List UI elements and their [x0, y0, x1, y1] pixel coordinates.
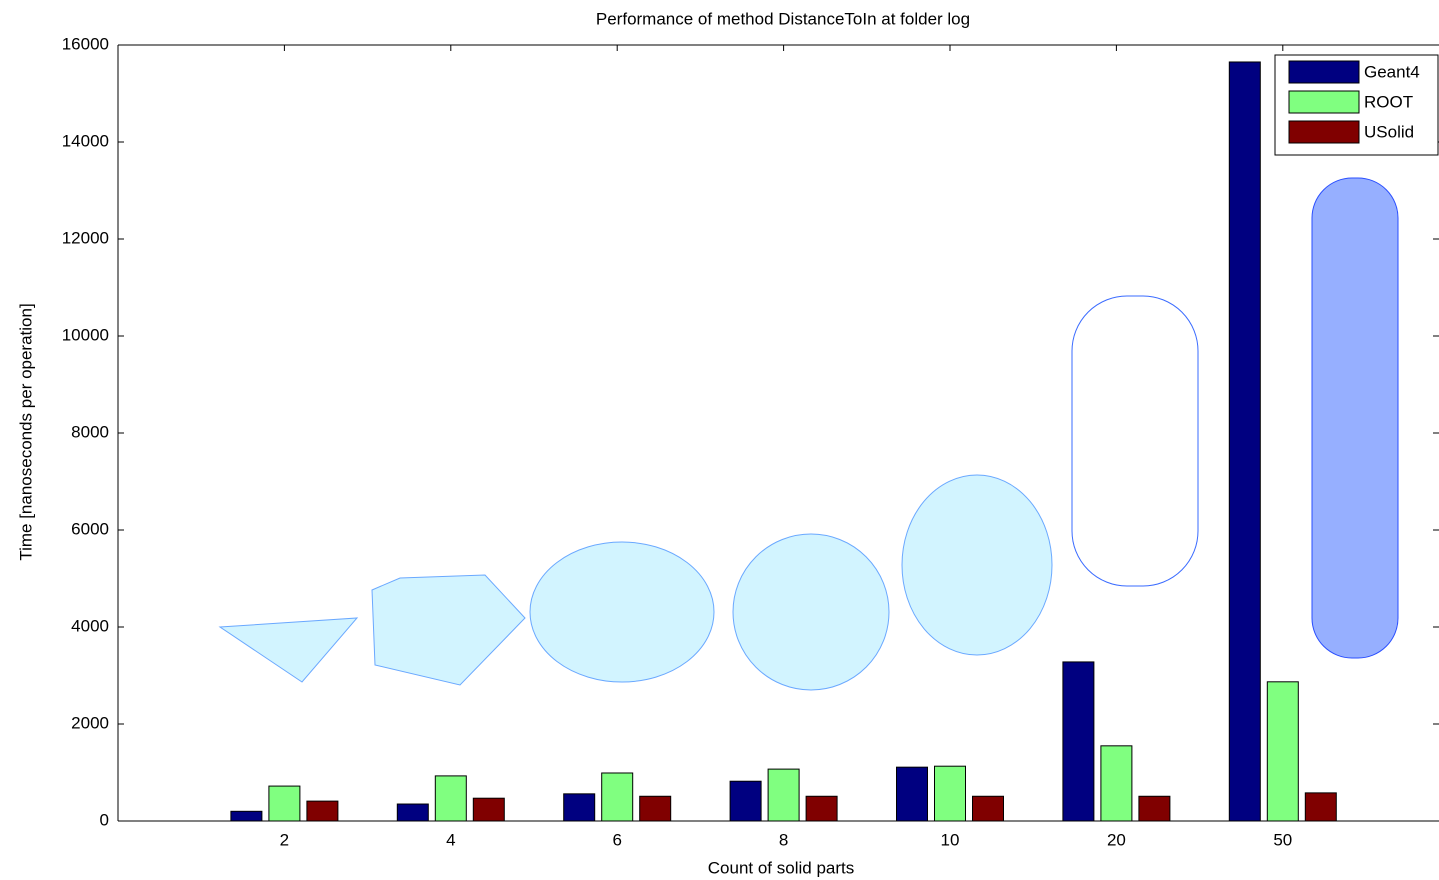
bar	[897, 767, 928, 821]
bar	[1305, 793, 1336, 821]
y-tick-label: 6000	[71, 519, 109, 538]
bar	[806, 796, 837, 821]
legend-swatch	[1289, 121, 1359, 143]
y-tick-label: 12000	[62, 228, 109, 247]
legend-swatch	[1289, 91, 1359, 113]
legend-label: ROOT	[1364, 92, 1413, 111]
background	[0, 0, 1439, 880]
x-tick-label: 4	[446, 830, 455, 849]
bar	[269, 786, 300, 821]
bar	[1229, 62, 1260, 821]
solid-illustration	[1312, 178, 1398, 658]
chart: Performance of method DistanceToIn at fo…	[0, 0, 1439, 880]
solid-illustration	[530, 542, 714, 682]
bar	[473, 798, 504, 821]
bar	[1267, 682, 1298, 821]
y-tick-label: 0	[100, 810, 109, 829]
bar	[1139, 796, 1170, 821]
y-tick-label: 16000	[62, 34, 109, 53]
x-tick-label: 10	[941, 830, 960, 849]
bar	[1101, 746, 1132, 821]
y-tick-label: 4000	[71, 616, 109, 635]
legend-label: USolid	[1364, 122, 1414, 141]
x-tick-label: 6	[612, 830, 621, 849]
bar	[602, 773, 633, 821]
x-tick-label: 2	[280, 830, 289, 849]
bar	[935, 766, 966, 821]
bar	[640, 796, 671, 821]
x-axis-label: Count of solid parts	[708, 858, 854, 877]
bar	[1063, 662, 1094, 821]
solid-illustration	[902, 475, 1052, 655]
chart-title: Performance of method DistanceToIn at fo…	[596, 9, 970, 28]
bar	[435, 776, 466, 821]
bar	[397, 804, 428, 821]
bar	[307, 801, 338, 821]
solid-illustration	[1072, 296, 1198, 586]
bar	[564, 794, 595, 821]
x-tick-label: 50	[1273, 830, 1292, 849]
y-tick-label: 10000	[62, 325, 109, 344]
y-tick-label: 2000	[71, 713, 109, 732]
bar	[768, 769, 799, 821]
y-tick-label: 8000	[71, 422, 109, 441]
bar	[730, 781, 761, 821]
legend-swatch	[1289, 61, 1359, 83]
x-tick-label: 8	[779, 830, 788, 849]
y-tick-label: 14000	[62, 131, 109, 150]
legend-label: Geant4	[1364, 62, 1420, 81]
bar	[231, 811, 262, 821]
bar	[973, 796, 1004, 821]
y-axis-label: Time [nanoseconds per operation]	[16, 303, 35, 560]
x-tick-label: 20	[1107, 830, 1126, 849]
solid-illustration	[733, 534, 889, 690]
